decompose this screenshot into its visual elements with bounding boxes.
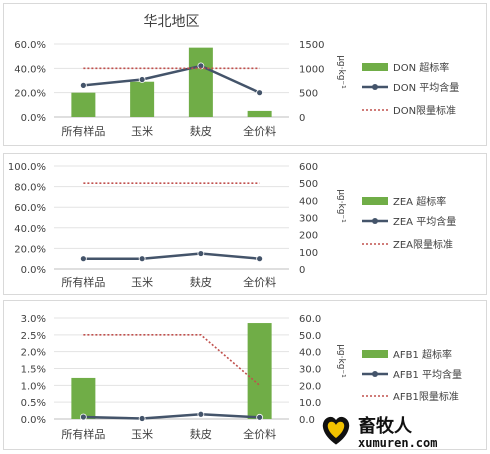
chart-panel-afb1: 0.0% 0.5% 1.0% 1.5% 2.0% 2.5% 3.0% 0.0 10.0 20.0 3… — [3, 300, 487, 450]
y-tick-label: 1.5% — [21, 365, 46, 376]
y-tick-label: 40.0% — [14, 224, 46, 235]
y-tick-label: 0.5% — [21, 398, 46, 409]
bar — [71, 377, 96, 419]
y2-tick-label: 50.0 — [299, 331, 321, 342]
x-category-label: 玉米 — [131, 125, 153, 138]
x-category-label: 玉米 — [131, 276, 153, 289]
y-tick-label: 3.0% — [21, 314, 46, 325]
bar — [130, 81, 155, 117]
y-tick-label: 1.0% — [21, 381, 46, 392]
y2-tick-label: 60.0 — [299, 314, 321, 325]
don-chart: 华北地区 0.0% 20.0% 40.0% 60.0% 0 500 1000 1500 μg·kg… — [14, 14, 459, 138]
legend-label: DON限量标准 — [393, 105, 456, 117]
y2-tick-label: 40.0 — [299, 348, 321, 359]
bar — [71, 92, 96, 117]
bar — [247, 110, 272, 117]
y-tick-label: 40.0% — [14, 64, 46, 75]
chart-panel-zea: 0.0% 20.0% 40.0% 60.0% 80.0% 100.0% 0 100 200 300… — [3, 153, 487, 295]
y2-tick-label: 100 — [299, 248, 318, 259]
x-category-label: 全价料 — [243, 124, 276, 138]
legend-marker — [372, 371, 378, 377]
limit-line — [83, 334, 261, 386]
series-point — [138, 255, 146, 263]
series-point — [79, 81, 87, 89]
y-tick-label: 60.0% — [14, 40, 46, 51]
legend-swatch — [362, 197, 388, 205]
y2-tick-label: 1500 — [299, 40, 324, 51]
series-line — [83, 413, 260, 420]
y2-tick-label: 200 — [299, 231, 318, 242]
y2-tick-label: 0 — [299, 265, 305, 276]
y2-tick-label: 0.0 — [299, 415, 315, 426]
x-category-label: 麸皮 — [190, 428, 212, 441]
afb1-chart: 0.0% 0.5% 1.0% 1.5% 2.0% 2.5% 3.0% 0.0 10.0 20.0 3… — [21, 314, 462, 441]
y2-tick-label: 500 — [299, 89, 318, 100]
legend-label: ZEA限量标准 — [393, 239, 453, 251]
watermark-name: 畜牧人 — [358, 415, 413, 437]
x-category-label: 全价料 — [243, 275, 276, 289]
legend-marker — [372, 218, 378, 224]
y-tick-label: 0.0% — [21, 415, 46, 426]
series-line — [83, 252, 260, 260]
y2-tick-label: 500 — [299, 179, 318, 190]
series-point — [79, 255, 87, 263]
legend-label: DON 平均含量 — [393, 81, 459, 94]
y-tick-label: 100.0% — [8, 162, 46, 173]
legend-marker — [372, 84, 378, 90]
series-point — [256, 255, 264, 263]
xumuren-watermark: 畜牧人 xumuren.com — [318, 410, 488, 450]
series-point — [79, 413, 87, 421]
legend-swatch — [362, 63, 388, 71]
series-point — [138, 76, 146, 83]
x-category-label: 所有样品 — [61, 427, 105, 441]
zea-chart: 0.0% 20.0% 40.0% 60.0% 80.0% 100.0% 0 100 200 300… — [8, 162, 456, 289]
x-category-label: 麸皮 — [190, 125, 212, 138]
y2-axis-label: μg·kg⁻¹ — [336, 189, 346, 223]
chart-panel-don: 华北地区 0.0% 20.0% 40.0% 60.0% 0 500 1000 1500 μg·kg… — [3, 3, 487, 146]
series-line — [83, 64, 261, 94]
series-point — [197, 410, 205, 418]
legend-swatch — [362, 350, 388, 358]
y2-tick-label: 10.0 — [299, 398, 321, 409]
y-tick-label: 20.0% — [14, 89, 46, 100]
legend-label: AFB1 超标率 — [393, 348, 452, 361]
series-point — [138, 415, 146, 422]
x-category-label: 玉米 — [131, 428, 153, 441]
x-category-label: 所有样品 — [61, 124, 105, 138]
y-tick-label: 60.0% — [14, 203, 46, 214]
watermark-url: xumuren.com — [358, 436, 437, 450]
x-category-label: 麸皮 — [190, 276, 212, 289]
y2-tick-label: 30.0 — [299, 365, 321, 376]
y-tick-label: 0.0% — [21, 265, 46, 276]
legend-label: AFB1限量标准 — [393, 391, 459, 403]
y2-tick-label: 600 — [299, 162, 318, 173]
legend-label: ZEA 超标率 — [393, 195, 446, 208]
y-tick-label: 0.0% — [21, 113, 46, 124]
y2-tick-label: 400 — [299, 196, 318, 207]
y2-tick-label: 300 — [299, 214, 318, 225]
y2-tick-label: 20.0 — [299, 381, 321, 392]
y-tick-label: 2.5% — [21, 331, 46, 342]
series-point — [256, 413, 264, 421]
x-category-label: 全价料 — [243, 427, 276, 441]
series-point — [256, 89, 264, 97]
chart-title: 华北地区 — [144, 14, 200, 30]
y2-axis-label: μg·kg⁻¹ — [336, 55, 346, 89]
legend-label: DON 超标率 — [393, 61, 449, 74]
xumuren-logo: 畜牧人 xumuren.com — [322, 415, 437, 450]
legend-label: ZEA 平均含量 — [393, 215, 456, 228]
series-point — [197, 250, 205, 257]
legend-label: AFB1 平均含量 — [393, 368, 462, 381]
y-tick-label: 80.0% — [14, 183, 46, 194]
bar — [188, 47, 213, 117]
x-category-label: 所有样品 — [61, 275, 105, 289]
y2-axis-label: μg·kg⁻¹ — [336, 344, 346, 378]
y2-tick-label: 1000 — [299, 64, 324, 75]
bar — [247, 323, 272, 419]
y-tick-label: 2.0% — [21, 348, 46, 359]
y-tick-label: 20.0% — [14, 244, 46, 255]
y2-tick-label: 0 — [299, 113, 305, 124]
